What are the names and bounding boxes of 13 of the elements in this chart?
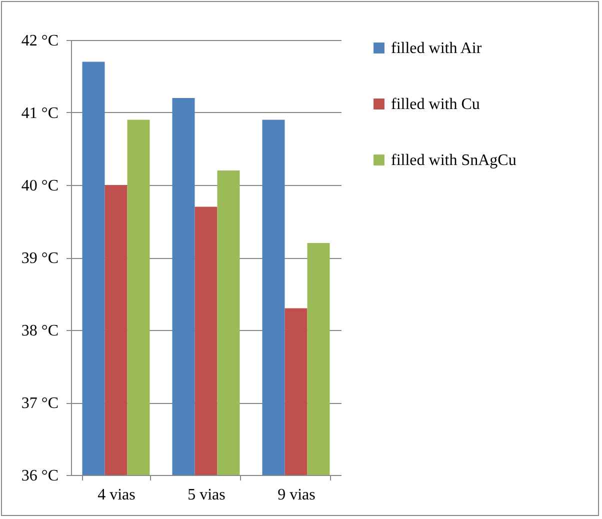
y-tick-label: 37 °C: [21, 395, 58, 412]
x-tick-label: 4 vias: [98, 486, 136, 504]
x-tick-label: 9 vias: [278, 486, 316, 504]
y-tick-label: 41 °C: [21, 105, 58, 122]
x-tick-label: 5 vias: [188, 486, 226, 504]
y-tick-label: 36 °C: [21, 468, 58, 484]
legend-label: filled with SnAgCu: [391, 152, 516, 169]
legend-label: filled with Air: [391, 40, 482, 57]
legend-label: filled with Cu: [391, 96, 480, 113]
y-tick-label: 42 °C: [21, 32, 58, 50]
y-tick-label: 38 °C: [21, 322, 58, 340]
y-tick-label: 40 °C: [21, 178, 58, 194]
y-tick-label: 39 °C: [21, 250, 58, 267]
